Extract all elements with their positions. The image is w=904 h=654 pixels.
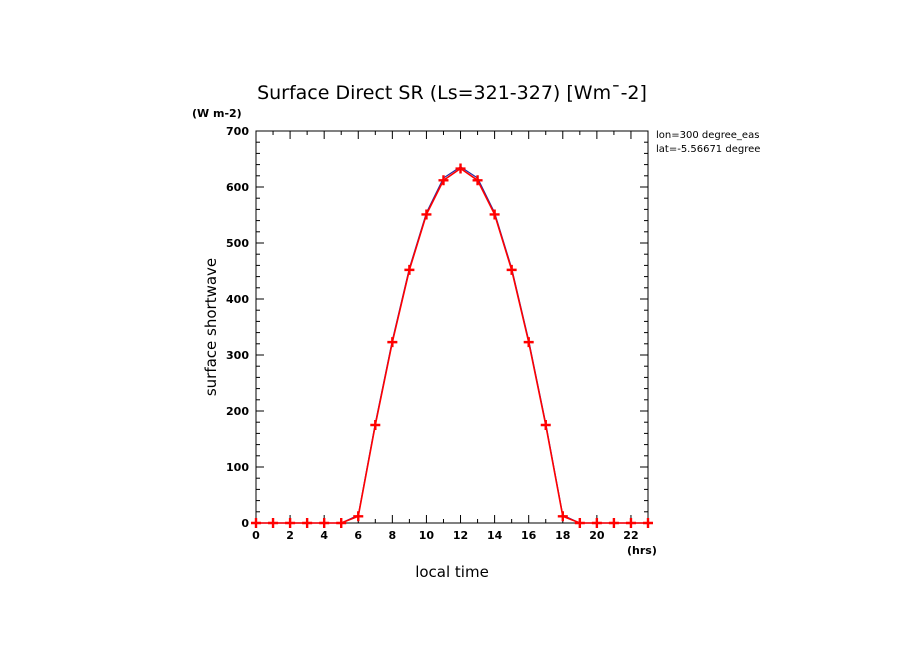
data-point [438,175,449,186]
data-point [643,518,653,528]
axis-ticks [255,130,649,524]
x-tick-label: 2 [286,529,294,542]
x-axis-title: local time [415,563,489,581]
data-point [370,420,381,430]
data-point [319,518,330,528]
x-tick-label: 22 [623,529,638,542]
data-point [574,518,585,528]
annotation-lat: lat=-5.56671 degree [656,144,760,155]
y-tick-label: 200 [226,405,249,418]
data-point [285,518,296,528]
annotation-lon: lon=300 degree_eas [656,130,759,141]
data-point [489,209,500,220]
data-point [540,420,551,430]
series-line [256,167,648,524]
data-point [268,518,279,528]
data-point [523,337,534,348]
y-tick-label: 700 [226,125,249,138]
data-point [608,518,619,528]
tick-labels: 0 2 4 6 8 10 12 14 16 18 20 22 0 100 200 300 400 500 600 70… [226,125,639,542]
data-point [625,518,636,528]
x-tick-label: 14 [487,529,503,542]
data-point [251,518,261,528]
data-point [421,209,432,220]
x-tick-label: 4 [320,529,328,542]
x-tick-label: 0 [252,529,260,542]
series-line [256,166,648,524]
y-tick-label: 300 [226,349,249,362]
x-tick-label: 12 [453,529,468,542]
x-tick-label: 6 [354,529,362,542]
x-tick-label: 20 [589,529,605,542]
y-tick-label: 100 [226,461,249,474]
data-point [353,511,364,522]
x-tick-label: 8 [389,529,397,542]
data-point [557,511,568,522]
x-unit-label: (hrs) [627,544,657,557]
data-point [302,518,313,528]
chart-title: Surface Direct SR (Ls=321-327) [Wm¯-2] [257,82,647,104]
x-tick-label: 16 [521,529,537,542]
data-point [591,518,602,528]
data-point [506,264,517,275]
data-point [455,163,466,174]
data-point [336,518,347,528]
series-group [251,163,653,528]
y-tick-label: 500 [226,237,249,250]
data-point [472,175,483,186]
data-point [404,264,415,275]
x-tick-label: 18 [555,529,570,542]
y-axis-title: surface shortwave [202,258,220,396]
y-unit-label: (W m-2) [192,107,242,120]
data-point [387,337,398,348]
y-tick-label: 400 [226,293,249,306]
plot-frame [255,130,649,524]
y-tick-label: 600 [226,181,249,194]
y-tick-label: 0 [241,517,249,530]
x-tick-label: 10 [419,529,435,542]
